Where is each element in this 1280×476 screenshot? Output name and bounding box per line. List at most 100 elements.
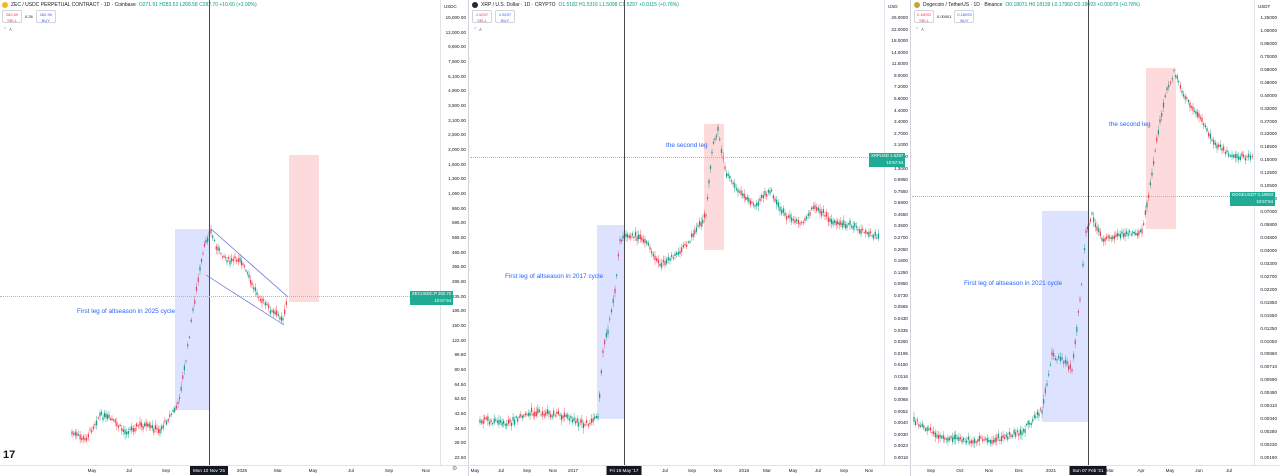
- candle-body: [490, 419, 492, 423]
- candle-body: [734, 183, 736, 188]
- price-tick-label: 1.3000: [893, 165, 908, 171]
- coin-icon: [914, 2, 920, 8]
- candle-body: [134, 427, 136, 432]
- buy-button[interactable]: 282.95 BUY: [35, 10, 56, 23]
- price-tick-label: 14.0000: [891, 49, 908, 55]
- candle-body: [1109, 236, 1111, 239]
- chart-panel-doge[interactable]: Dogecoin / TetherUS · 1D · Binance O0.18…: [912, 0, 1280, 476]
- price-tick-label: 235.00: [451, 293, 466, 299]
- ohlc-values: O0.18071 H0.18139 L0.17960 C0.18093 +0.0…: [1005, 2, 1140, 8]
- candle-body: [538, 410, 541, 412]
- candle-body: [1068, 365, 1070, 371]
- symbol-header[interactable]: Dogecoin / TetherUS · 1D · Binance O0.18…: [914, 2, 1140, 8]
- sell-button[interactable]: 0.18092 SELL: [914, 10, 934, 23]
- candle-body: [652, 253, 654, 257]
- candle-body: [277, 314, 279, 316]
- candle-body: [754, 205, 756, 207]
- candle-body: [504, 423, 506, 426]
- candle-body: [276, 310, 278, 316]
- candle-body: [868, 231, 870, 237]
- candle-body: [190, 319, 192, 322]
- candle-body: [510, 422, 513, 427]
- price-axis[interactable]: USDC 15,000.00 12,000.00 9,600.00 7,600.00 6…: [440, 0, 468, 465]
- price-tick-label: 3,100.00: [448, 117, 466, 123]
- candle-body: [529, 412, 531, 417]
- candle-body: [1234, 154, 1236, 159]
- candle-body: [746, 197, 748, 200]
- candle-body: [535, 411, 537, 416]
- candle-body: [844, 224, 846, 228]
- candles-xrp[interactable]: [470, 0, 884, 465]
- price-axis[interactable]: USD 26.0000 22.0000 18.0000 14.0000 11.5000 9…: [884, 0, 910, 465]
- time-axis[interactable]: SepOctNovDec2021FebMarAprMayJunJulSun 07…: [912, 465, 1280, 476]
- candle-body: [144, 423, 146, 427]
- candle-body: [1113, 235, 1115, 240]
- candle-body: [942, 435, 944, 439]
- candle-body: [534, 411, 536, 417]
- chart-panel-xrp[interactable]: XRP / U.S. Dollar · 1D · CRYPTO O1.5182 …: [470, 0, 911, 476]
- candle-body: [784, 212, 786, 216]
- candle-body: [172, 409, 174, 412]
- candle-body: [582, 423, 585, 429]
- candle-body: [218, 248, 221, 251]
- candle-body: [732, 182, 734, 185]
- candle-body: [647, 242, 649, 246]
- candle-body: [811, 207, 813, 210]
- price-tick-label: 6,100.00: [448, 73, 466, 79]
- candle-body: [217, 246, 219, 251]
- candle-body: [1143, 223, 1145, 225]
- buy-button[interactable]: 0.18093 BUY: [954, 10, 975, 23]
- candle-body: [1157, 130, 1159, 135]
- candle-body: [936, 434, 938, 438]
- candle-body: [1089, 219, 1092, 222]
- candle-body: [605, 332, 607, 338]
- candle-body: [1007, 436, 1009, 440]
- time-axis[interactable]: May Jul Sep 2026 Mar May Jul Sep Nov Mon 10 Nov '…: [0, 465, 468, 476]
- candle-body: [170, 413, 173, 415]
- buy-button[interactable]: 1.5297 BUY: [495, 10, 515, 23]
- chart-panel-zec[interactable]: ZEC / USDC PERPETUAL CONTRACT · 1D · Coi…: [0, 0, 469, 476]
- candle-body: [282, 318, 284, 321]
- candle-body: [167, 419, 169, 422]
- candle-body: [245, 269, 247, 272]
- symbol-header[interactable]: ZEC / USDC PERPETUAL CONTRACT · 1D · Coi…: [2, 2, 257, 8]
- candles-zec[interactable]: [0, 0, 440, 465]
- candle-body: [263, 299, 265, 301]
- price-tick-label: 185.00: [451, 308, 466, 314]
- candle-body: [576, 418, 578, 423]
- time-axis[interactable]: MayJulSepNov2017MarMayJulSepNov2018MarMa…: [470, 465, 910, 476]
- collapse-chevron-icon[interactable]: ⌃ ∧: [915, 27, 925, 33]
- candle-body: [1213, 139, 1215, 145]
- time-tick-label: Apr: [1137, 468, 1145, 473]
- candle-body: [961, 439, 963, 443]
- sell-button[interactable]: 282.69 SELL: [2, 10, 22, 23]
- candle-body: [1039, 408, 1042, 410]
- candle-body: [71, 431, 73, 435]
- candle-body: [1005, 434, 1007, 438]
- candle-body: [996, 437, 998, 442]
- candle-body: [560, 415, 563, 420]
- candle-body: [661, 262, 663, 268]
- candle-body: [174, 408, 176, 412]
- collapse-chevron-icon[interactable]: ⌃ ∧: [3, 27, 13, 33]
- candle-body: [692, 233, 694, 237]
- candle-body: [1030, 423, 1032, 425]
- candle-body: [712, 141, 715, 144]
- candle-body: [874, 231, 876, 236]
- symbol-header[interactable]: XRP / U.S. Dollar · 1D · CRYPTO O1.5182 …: [472, 2, 679, 8]
- price-axis[interactable]: USDT 1.25000 1.00000 0.85000 0.70000 0.58000…: [1254, 0, 1280, 465]
- settings-gear-icon[interactable]: ⚙: [452, 466, 458, 472]
- candle-body: [1186, 97, 1188, 99]
- candle-body: [584, 424, 586, 426]
- candle-body: [554, 415, 556, 417]
- price-tick-label: 122.00: [451, 337, 466, 343]
- candle-body: [1146, 202, 1148, 208]
- price-tick-label: 0.4550: [893, 211, 908, 217]
- sell-button[interactable]: 1.5297 SELL: [472, 10, 492, 23]
- candle-body: [1164, 95, 1166, 98]
- candle-body: [530, 407, 533, 413]
- candles-doge[interactable]: [912, 0, 1254, 465]
- candle-body: [180, 386, 182, 391]
- time-tick-label: Jul: [498, 468, 504, 473]
- collapse-chevron-icon[interactable]: ⌃ ∧: [473, 27, 483, 33]
